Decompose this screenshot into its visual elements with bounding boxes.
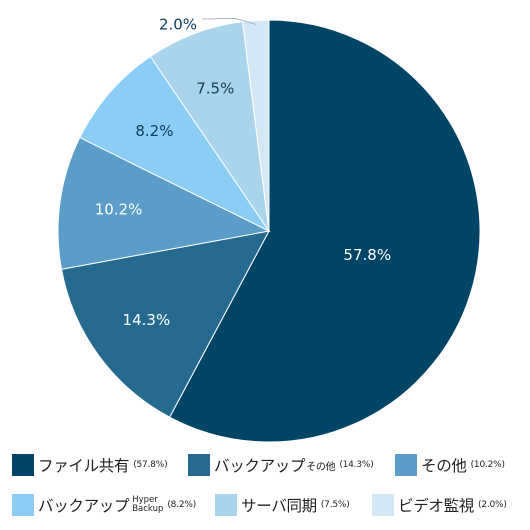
pie-slice-server-sync xyxy=(149,21,270,232)
pie-slice-video-surveillance xyxy=(241,19,270,232)
leader-line xyxy=(201,18,256,25)
legend-sublabel-stack: Hyper Backup xyxy=(132,496,163,514)
legend-sublabel-line: Hyper xyxy=(132,495,158,505)
legend-label: バックアップ xyxy=(214,457,306,475)
slice-label-backup-other: 14.3% xyxy=(123,311,171,329)
legend-percent: (10.2%) xyxy=(470,460,505,470)
legend-swatch xyxy=(12,454,34,476)
legend-item-backup-other: バックアップ その他 (14.3%) xyxy=(188,454,374,476)
pie-slice-hyper-backup xyxy=(79,55,271,233)
slice-label-video-surveillance: 2.0% xyxy=(159,16,197,34)
legend: ファイル共有 (57.8%) バックアップ その他 (14.3%) その他 (1… xyxy=(10,452,525,527)
legend-label: サーバ同期 xyxy=(241,497,317,515)
slice-label-other: 10.2% xyxy=(95,201,143,219)
legend-swatch xyxy=(215,494,237,516)
legend-label: ファイル共有 xyxy=(38,457,130,475)
legend-percent: (57.8%) xyxy=(133,460,168,470)
legend-swatch xyxy=(12,494,34,516)
slice-label-hyper-backup: 8.2% xyxy=(135,122,173,140)
pie-slice-other xyxy=(57,136,271,270)
legend-swatch xyxy=(372,494,394,516)
legend-item-hyper-backup: バックアップ Hyper Backup (8.2%) xyxy=(12,494,196,516)
legend-label: バックアップ xyxy=(38,497,130,515)
legend-swatch xyxy=(188,454,210,476)
legend-percent: (2.0%) xyxy=(478,500,507,510)
legend-percent: (14.3%) xyxy=(339,460,374,470)
legend-item-other: その他 (10.2%) xyxy=(395,454,505,476)
legend-item-server-sync: サーバ同期 (7.5%) xyxy=(215,494,350,516)
pie-chart: 57.8% 14.3% 10.2% 8.2% 7.5% 2.0% xyxy=(57,16,481,443)
slice-label-file-sharing: 57.8% xyxy=(343,246,391,264)
legend-sublabel: その他 xyxy=(306,461,336,473)
pie-slice-backup-other xyxy=(60,230,270,418)
legend-label: ビデオ監視 xyxy=(398,497,475,515)
legend-item-file-sharing: ファイル共有 (57.8%) xyxy=(12,454,168,476)
legend-label: その他 xyxy=(421,457,467,475)
legend-percent: (8.2%) xyxy=(167,500,197,510)
slice-label-server-sync: 7.5% xyxy=(196,79,234,97)
legend-percent: (7.5%) xyxy=(320,500,350,510)
legend-sublabel-line: Backup xyxy=(132,504,164,514)
legend-item-video-surveillance: ビデオ監視 (2.0%) xyxy=(372,494,507,516)
pie-slice-file-sharing xyxy=(169,19,481,443)
legend-swatch xyxy=(395,454,417,476)
